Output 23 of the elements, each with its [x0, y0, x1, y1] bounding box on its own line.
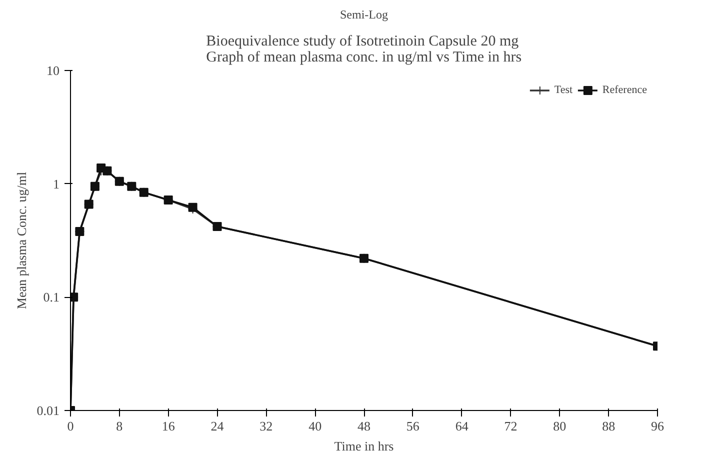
- x-tick-label: 56: [406, 418, 420, 434]
- x-tick-label: 80: [553, 418, 566, 434]
- x-tick-label: 96: [651, 418, 664, 434]
- chart-title: Bioequivalence study of Isotretinoin Capsule 20 mg Graph of mean plasma conc. in ug/ml vs Time in hrs: [206, 34, 522, 66]
- x-axis-title: Time in hrs: [334, 438, 394, 454]
- y-tick-label: 10: [46, 63, 60, 78]
- x-tick-label: 16: [162, 418, 176, 434]
- x-tick-label: 0: [67, 418, 74, 434]
- x-tick-label: 88: [602, 418, 616, 434]
- y-tick-label: 1: [53, 176, 60, 192]
- y-tick-label: 0.1: [43, 290, 60, 305]
- x-tick-label: 24: [210, 418, 224, 434]
- y-axis-title: Mean plasma Conc. ug/ml: [14, 172, 29, 310]
- x-tick-label: 32: [260, 418, 273, 434]
- legend-label: Reference: [602, 84, 647, 96]
- x-tick-label: 72: [504, 418, 518, 434]
- text: Semi-Log: [340, 8, 388, 22]
- x-tick-label: 48: [358, 418, 370, 434]
- y-tick-label: 0.01: [36, 403, 60, 418]
- x-tick-label: 40: [308, 418, 322, 434]
- x-tick-label: 64: [455, 418, 469, 434]
- x-tick-label: 8: [116, 418, 123, 434]
- legend-label: Test: [554, 84, 574, 96]
